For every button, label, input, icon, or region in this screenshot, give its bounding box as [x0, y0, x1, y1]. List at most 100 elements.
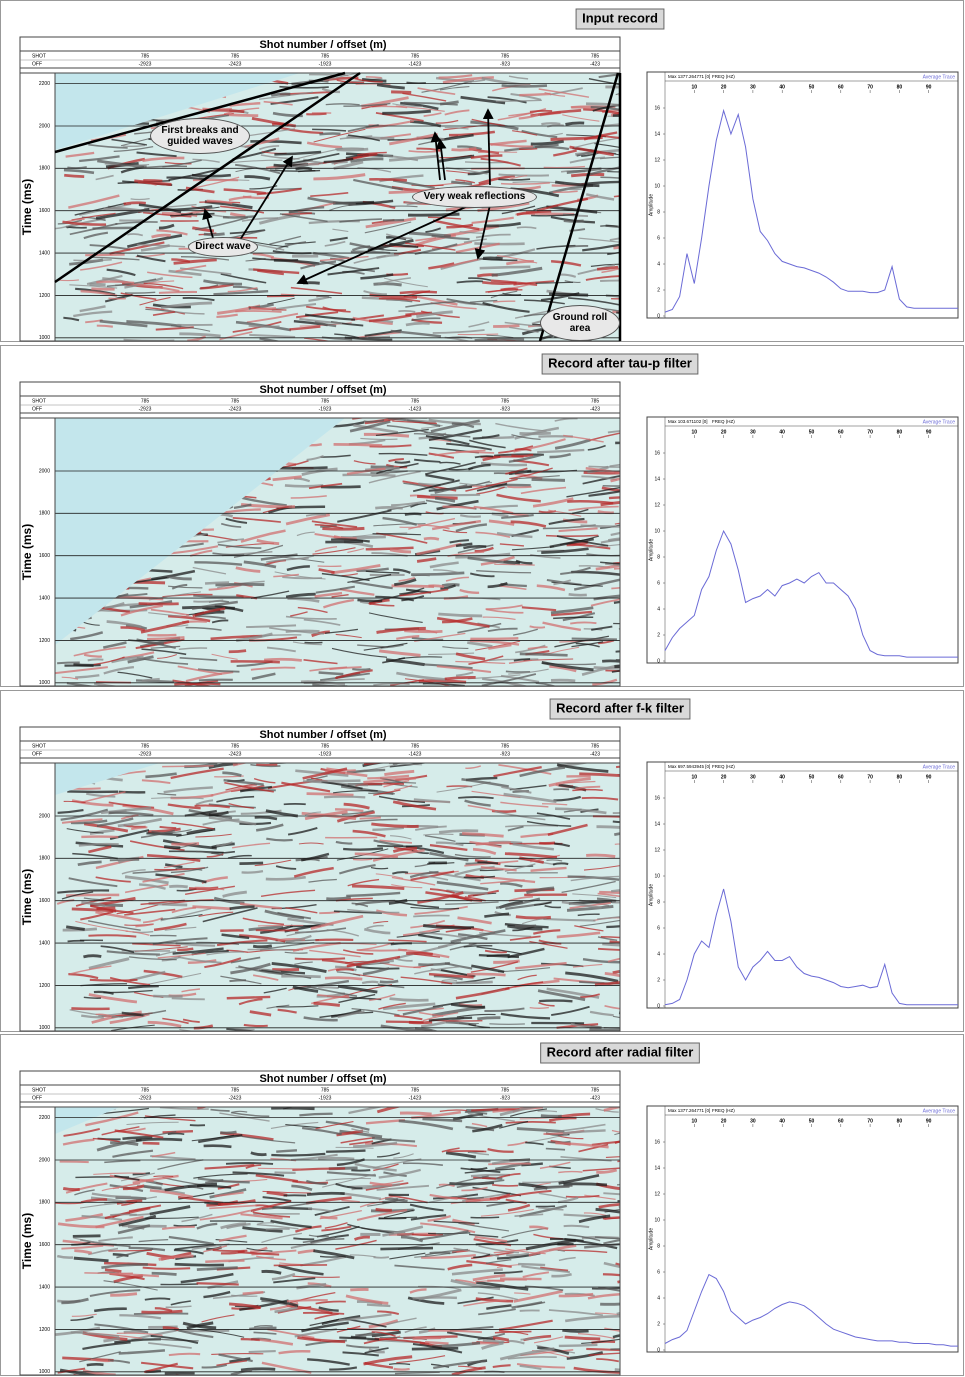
seismic-event — [202, 907, 258, 923]
seismic-event — [59, 1160, 89, 1164]
seismic-event — [388, 418, 441, 427]
seismic-event — [600, 561, 620, 565]
seismic-event — [389, 997, 429, 1002]
seismic-event — [325, 540, 364, 544]
seismic-event — [389, 763, 429, 768]
seismic-event — [57, 1367, 86, 1374]
seismic-event — [469, 299, 498, 303]
seismic-event — [363, 927, 391, 935]
max-label: Max 697.5943945 [0] — [668, 764, 710, 769]
muted-zone — [55, 1107, 120, 1134]
seismic-event — [573, 1366, 620, 1374]
seismic-event — [230, 1111, 270, 1117]
seismic-event — [570, 1022, 591, 1028]
seismic-event — [396, 1355, 446, 1364]
seismic-event — [171, 842, 200, 846]
seismic-event — [497, 339, 511, 341]
shot-label: 785 — [321, 743, 330, 749]
seismic-event — [487, 582, 508, 589]
seismic-event — [301, 852, 330, 862]
seismic-event — [185, 186, 215, 194]
seismic-event — [451, 180, 473, 186]
seismic-event — [392, 179, 435, 190]
seismic-event — [516, 209, 552, 216]
seismic-event — [455, 542, 473, 548]
seismic-event — [179, 332, 221, 338]
seismic-event — [250, 666, 296, 671]
seismic-event — [587, 1292, 620, 1300]
seismic-event — [326, 928, 359, 937]
seismic-event — [465, 478, 518, 492]
seismic-event — [409, 1288, 427, 1294]
seismic-event — [122, 1184, 145, 1191]
seismic-event — [86, 792, 116, 798]
seismic-event — [244, 175, 271, 181]
annotation-line — [54, 71, 361, 284]
seismic-event — [531, 213, 579, 217]
seismic-event — [438, 1183, 455, 1188]
seismic-event — [163, 786, 213, 794]
seismic-event — [142, 156, 185, 163]
seismic-event — [148, 1342, 192, 1349]
seismic-event — [597, 936, 618, 941]
seismic-event — [529, 940, 568, 949]
seismic-event — [98, 1012, 122, 1017]
seismic-event — [62, 1138, 95, 1146]
y-tick-label: 1200 — [39, 983, 50, 989]
seismic-event — [88, 993, 138, 1004]
seismic-event — [214, 775, 244, 778]
seismic-event — [526, 820, 572, 827]
seismic-event — [72, 1234, 101, 1238]
seismic-image — [55, 418, 620, 686]
seismic-event — [491, 809, 517, 813]
seismic-event — [425, 891, 460, 899]
seismic-event — [250, 763, 281, 768]
seismic-event — [173, 258, 217, 265]
seismic-event — [507, 1203, 531, 1212]
seismic-event — [478, 174, 515, 185]
seismic-event — [289, 325, 321, 331]
seismic-event — [465, 1125, 495, 1132]
seismic-event — [196, 1266, 238, 1271]
seismic-event — [399, 587, 425, 595]
seismic-event — [78, 842, 119, 847]
seismic-event — [343, 102, 391, 107]
seismic-event — [373, 1256, 390, 1259]
seismic-event — [163, 845, 181, 850]
seismic-event — [416, 310, 453, 318]
seismic-event — [347, 1223, 394, 1234]
annotation: Direct wave — [188, 237, 258, 257]
seismic-event — [444, 675, 476, 681]
seismic-event — [436, 499, 479, 511]
seismic-event — [425, 434, 470, 446]
seismic-event — [73, 646, 126, 657]
seismic-event — [380, 1246, 434, 1251]
seismic-event — [572, 963, 603, 968]
seismic-event — [279, 213, 328, 223]
seismic-event — [146, 832, 182, 837]
seismic-event — [253, 1331, 277, 1335]
title-box — [540, 1042, 700, 1064]
seismic-event — [292, 985, 319, 993]
seismic-event — [488, 1162, 531, 1166]
y-tick-label: 4 — [657, 261, 660, 267]
seismic-event — [321, 87, 341, 94]
seismic-event — [521, 1265, 570, 1274]
seismic-event — [318, 1306, 339, 1312]
seismic-event — [423, 833, 454, 836]
seismic-event — [400, 101, 439, 111]
section-header — [19, 726, 621, 764]
seismic-event — [292, 1275, 340, 1278]
x-tick-label: 30 — [750, 1118, 756, 1124]
seismic-event — [204, 581, 230, 585]
seismic-event — [68, 194, 120, 209]
shot-label: 785 — [501, 398, 510, 404]
seismic-event — [337, 984, 378, 994]
row-label: OFF — [32, 1095, 42, 1101]
seismic-event — [285, 1123, 321, 1129]
offset-label: -1923 — [319, 751, 332, 757]
seismic-event — [522, 918, 547, 925]
seismic-event — [225, 1162, 274, 1165]
